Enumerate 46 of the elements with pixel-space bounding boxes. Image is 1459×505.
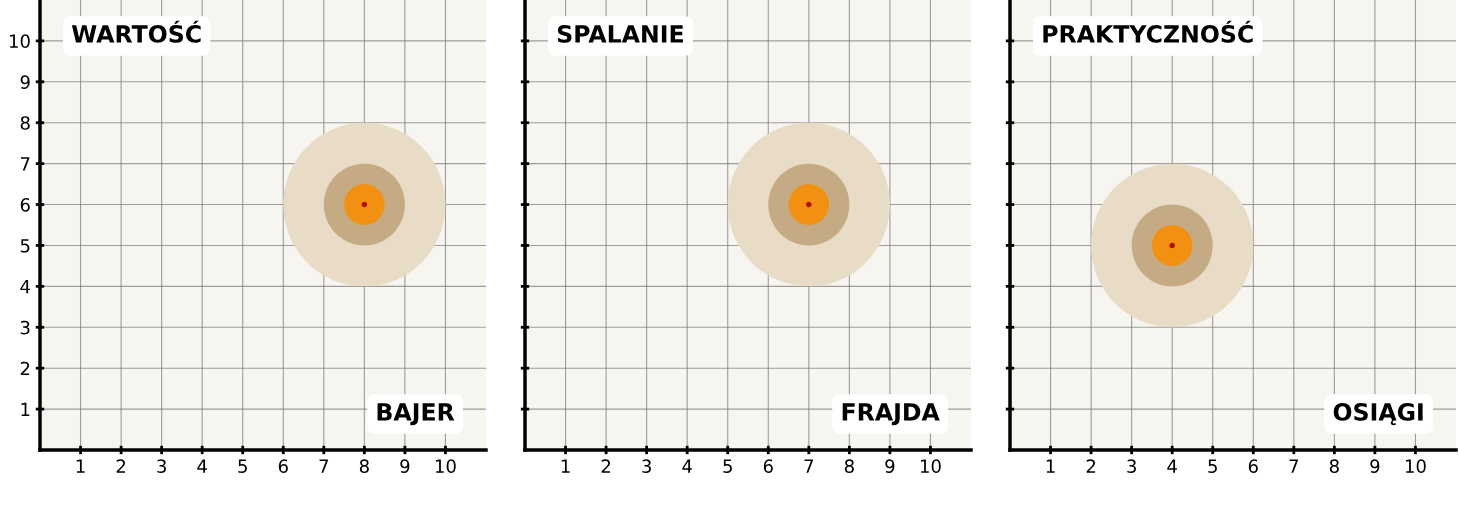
x-tick-label: 1 <box>561 459 570 473</box>
x-tick-label: 4 <box>197 459 207 473</box>
x-tick-label: 2 <box>116 459 126 473</box>
x-tick-label: 10 <box>920 459 941 473</box>
x-tick-label: 1 <box>76 459 85 473</box>
y-tick-label: 7 <box>20 157 30 171</box>
y-axis-title: SPALANIE <box>557 24 683 43</box>
x-tick-label: 4 <box>1167 459 1177 473</box>
x-tick-label: 8 <box>1329 459 1339 473</box>
x-tick-label: 6 <box>763 459 773 473</box>
x-tick-label: 3 <box>1127 459 1136 473</box>
x-tick-label: 8 <box>359 459 369 473</box>
x-axis-title: FRAJDA <box>842 403 940 426</box>
x-tick-label: 5 <box>238 459 247 473</box>
y-tick-label: 9 <box>20 75 30 89</box>
x-tick-label: 10 <box>435 459 456 473</box>
x-axis-title: BAJER <box>377 403 455 426</box>
x-tick-label: 3 <box>157 459 166 473</box>
y-tick-label: 1 <box>21 402 30 416</box>
y-tick-label: 10 <box>9 34 30 49</box>
x-tick-label: 2 <box>1086 459 1096 473</box>
x-tick-label: 7 <box>319 459 329 473</box>
y-tick-label: 3 <box>20 320 30 335</box>
x-tick-label: 6 <box>1248 459 1258 473</box>
y-tick-label: 2 <box>20 361 30 376</box>
y-tick-label: 4 <box>20 280 30 294</box>
y-axis-title: PRAKTYCZNOŚĆ <box>1043 20 1253 43</box>
x-tick-label: 1 <box>1046 459 1055 473</box>
y-axis-title: WARTOŚĆ <box>71 20 201 43</box>
x-tick-label: 7 <box>804 459 814 473</box>
y-tick-label: 5 <box>20 239 30 253</box>
x-tick-label: 9 <box>400 459 410 473</box>
x-tick-label: 7 <box>1289 459 1299 473</box>
x-tick-label: 9 <box>1370 459 1380 473</box>
x-tick-label: 6 <box>278 459 288 473</box>
y-tick-label: 6 <box>20 198 30 212</box>
x-tick-label: 5 <box>1208 459 1217 473</box>
x-tick-label: 3 <box>642 459 651 473</box>
x-tick-label: 8 <box>844 459 854 473</box>
x-tick-label: 10 <box>1405 459 1426 473</box>
x-axis-title: OSIĄGI <box>1333 402 1423 426</box>
x-tick-label: 9 <box>885 459 895 473</box>
x-tick-label: 2 <box>601 459 611 473</box>
x-tick-label: 5 <box>723 459 732 473</box>
x-tick-label: 4 <box>682 459 692 473</box>
y-tick-label: 8 <box>20 116 30 130</box>
